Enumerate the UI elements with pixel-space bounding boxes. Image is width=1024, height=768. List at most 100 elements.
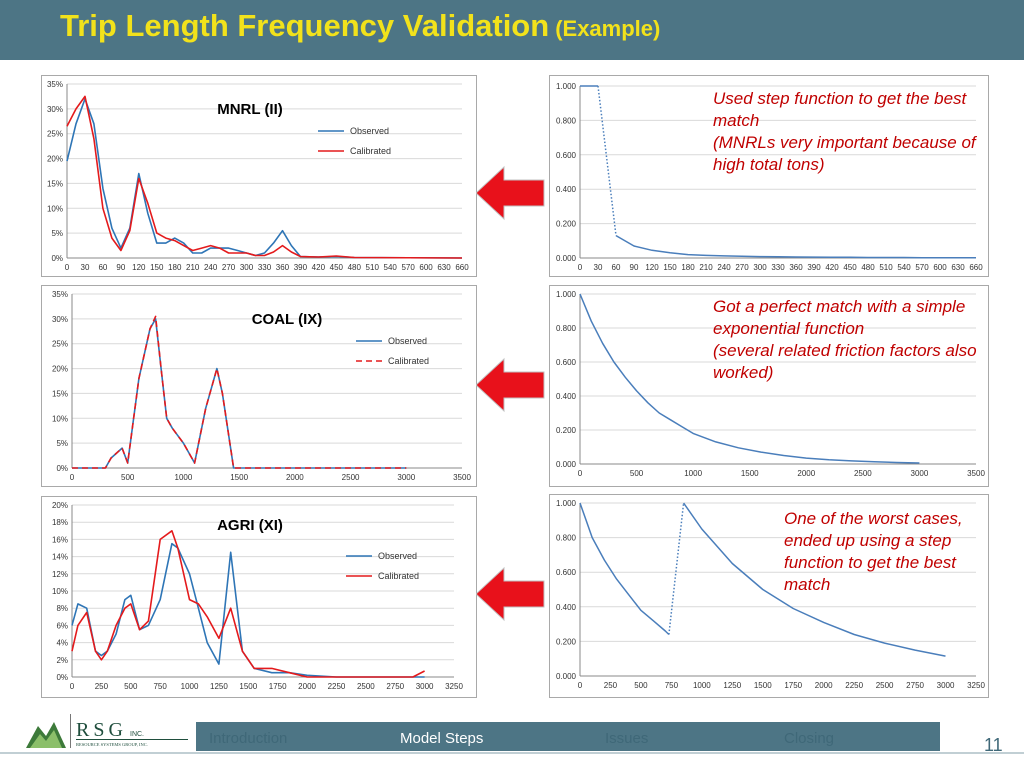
x-tick-label: 2250 [845,681,863,690]
x-tick-label: 500 [121,473,135,482]
y-tick-label: 0.800 [556,116,577,125]
y-tick-label: 10% [47,204,63,213]
y-tick-label: 35% [52,290,68,299]
y-tick-label: 0.400 [556,392,577,401]
nav-issues[interactable]: Issues [605,730,649,747]
x-tick-label: 30 [594,263,603,272]
x-tick-label: 210 [186,263,200,272]
series-line-calibrated [72,315,407,469]
chart-title: COAL (IX) [252,311,323,328]
series-line-segment-0 [579,293,920,464]
left-arrow-icon [476,566,545,622]
y-tick-label: 0.600 [556,151,577,160]
x-tick-label: 3000 [397,473,415,482]
x-tick-label: 3000 [911,469,929,478]
series-line-segment-1 [597,85,617,236]
y-tick-label: 1.000 [556,82,577,91]
y-tick-label: 10% [52,414,68,423]
y-tick-label: 0% [51,254,63,263]
y-tick-label: 0.400 [556,603,577,612]
y-tick-label: 15% [47,179,63,188]
left-arrow-icon [476,165,545,221]
x-tick-label: 2000 [298,682,316,691]
x-tick-label: 0 [70,682,75,691]
chart-coal: 0% 5% 10% 15% 20% 25% 30% 35% 0 500 1000 1500 2000 25… [52,290,471,482]
y-tick-label: 30% [47,105,63,114]
x-tick-label: 1250 [210,682,228,691]
y-tick-label: 25% [47,130,63,139]
x-tick-label: 450 [330,263,344,272]
x-tick-label: 1750 [269,682,287,691]
x-tick-label: 180 [681,263,695,272]
chart-mnrl-panel: 0% 5% 10% 15% 20% 25% 30% 35% 0 30 60 90 120 150 180 21… [41,75,477,277]
x-tick-label: 1250 [723,681,741,690]
nav-introduction[interactable]: Introduction [209,730,288,747]
nav-closing[interactable]: Closing [784,730,835,747]
rsg-logo: RSG INC. RESOURCE SYSTEMS GROUP, INC. [26,714,188,748]
x-tick-label: 120 [645,263,659,272]
x-tick-label: 510 [879,263,893,272]
y-tick-label: 15% [52,389,68,398]
x-tick-label: 2500 [342,473,360,482]
chart-title: MNRL (II) [217,101,283,118]
x-tick-label: 250 [95,682,109,691]
y-tick-label: 5% [56,439,68,448]
legend-label: Calibrated [378,571,419,581]
y-tick-label: 0.800 [556,534,577,543]
x-tick-label: 660 [455,263,469,272]
nav-model-steps[interactable]: Model Steps [400,730,484,747]
x-tick-label: 600 [933,263,947,272]
y-tick-label: 35% [47,80,63,89]
x-tick-label: 510 [366,263,380,272]
x-tick-label: 500 [634,681,648,690]
x-tick-label: 600 [419,263,433,272]
x-tick-label: 750 [665,681,679,690]
y-tick-label: 20% [52,501,68,510]
y-tick-label: 0.600 [556,358,577,367]
y-tick-label: 5% [51,229,63,238]
x-tick-label: 450 [843,263,857,272]
x-tick-label: 570 [915,263,929,272]
x-tick-label: 1750 [784,681,802,690]
y-tick-label: 0.200 [556,637,577,646]
y-tick-label: 25% [52,340,68,349]
y-tick-label: 14% [52,553,68,562]
y-tick-label: 16% [52,535,68,544]
x-tick-label: 1500 [230,473,248,482]
x-tick-label: 2250 [328,682,346,691]
footer-divider [0,752,1024,754]
chart-agri: 0% 2% 4% 6% 8% 10% 12% 14% 16% 18% 20% 0 250 500 750 10… [52,501,463,691]
page-number: 11 [984,735,1003,755]
x-tick-label: 3250 [967,681,985,690]
series-line-calibrated [71,529,425,678]
y-tick-label: 2% [56,656,68,665]
legend-label: Observed [350,126,389,136]
x-tick-label: 0 [70,473,75,482]
x-tick-label: 500 [630,469,644,478]
y-tick-label: 0.800 [556,324,577,333]
x-tick-label: 3000 [416,682,434,691]
x-tick-label: 2000 [797,469,815,478]
x-tick-label: 270 [222,263,236,272]
y-tick-label: 0.200 [556,220,577,229]
friction-chart-1-panel: 0.000 0.200 0.400 0.600 0.800 1.000 0 30 60 90 120… [549,75,989,277]
y-tick-label: 0.400 [556,185,577,194]
x-tick-label: 1000 [693,681,711,690]
page-subtitle: (Example) [555,16,661,41]
y-tick-label: 0.600 [556,568,577,577]
x-tick-label: 60 [98,263,107,272]
page-title: Trip Length Frequency Validation (Example… [60,8,661,43]
x-tick-label: 630 [437,263,451,272]
chart-coal-panel: 0% 5% 10% 15% 20% 25% 30% 35% 0 500 1000 1500 2000 25… [41,285,477,487]
x-tick-label: 2500 [357,682,375,691]
y-tick-label: 0% [56,464,68,473]
y-tick-label: 1.000 [556,290,577,299]
x-tick-label: 480 [348,263,362,272]
x-tick-label: 480 [861,263,875,272]
series-line-segment-2 [615,234,976,259]
x-tick-label: 3500 [967,469,985,478]
y-tick-label: 30% [52,315,68,324]
logo-inc: INC. [130,731,144,738]
y-tick-label: 20% [52,365,68,374]
x-tick-label: 630 [951,263,965,272]
